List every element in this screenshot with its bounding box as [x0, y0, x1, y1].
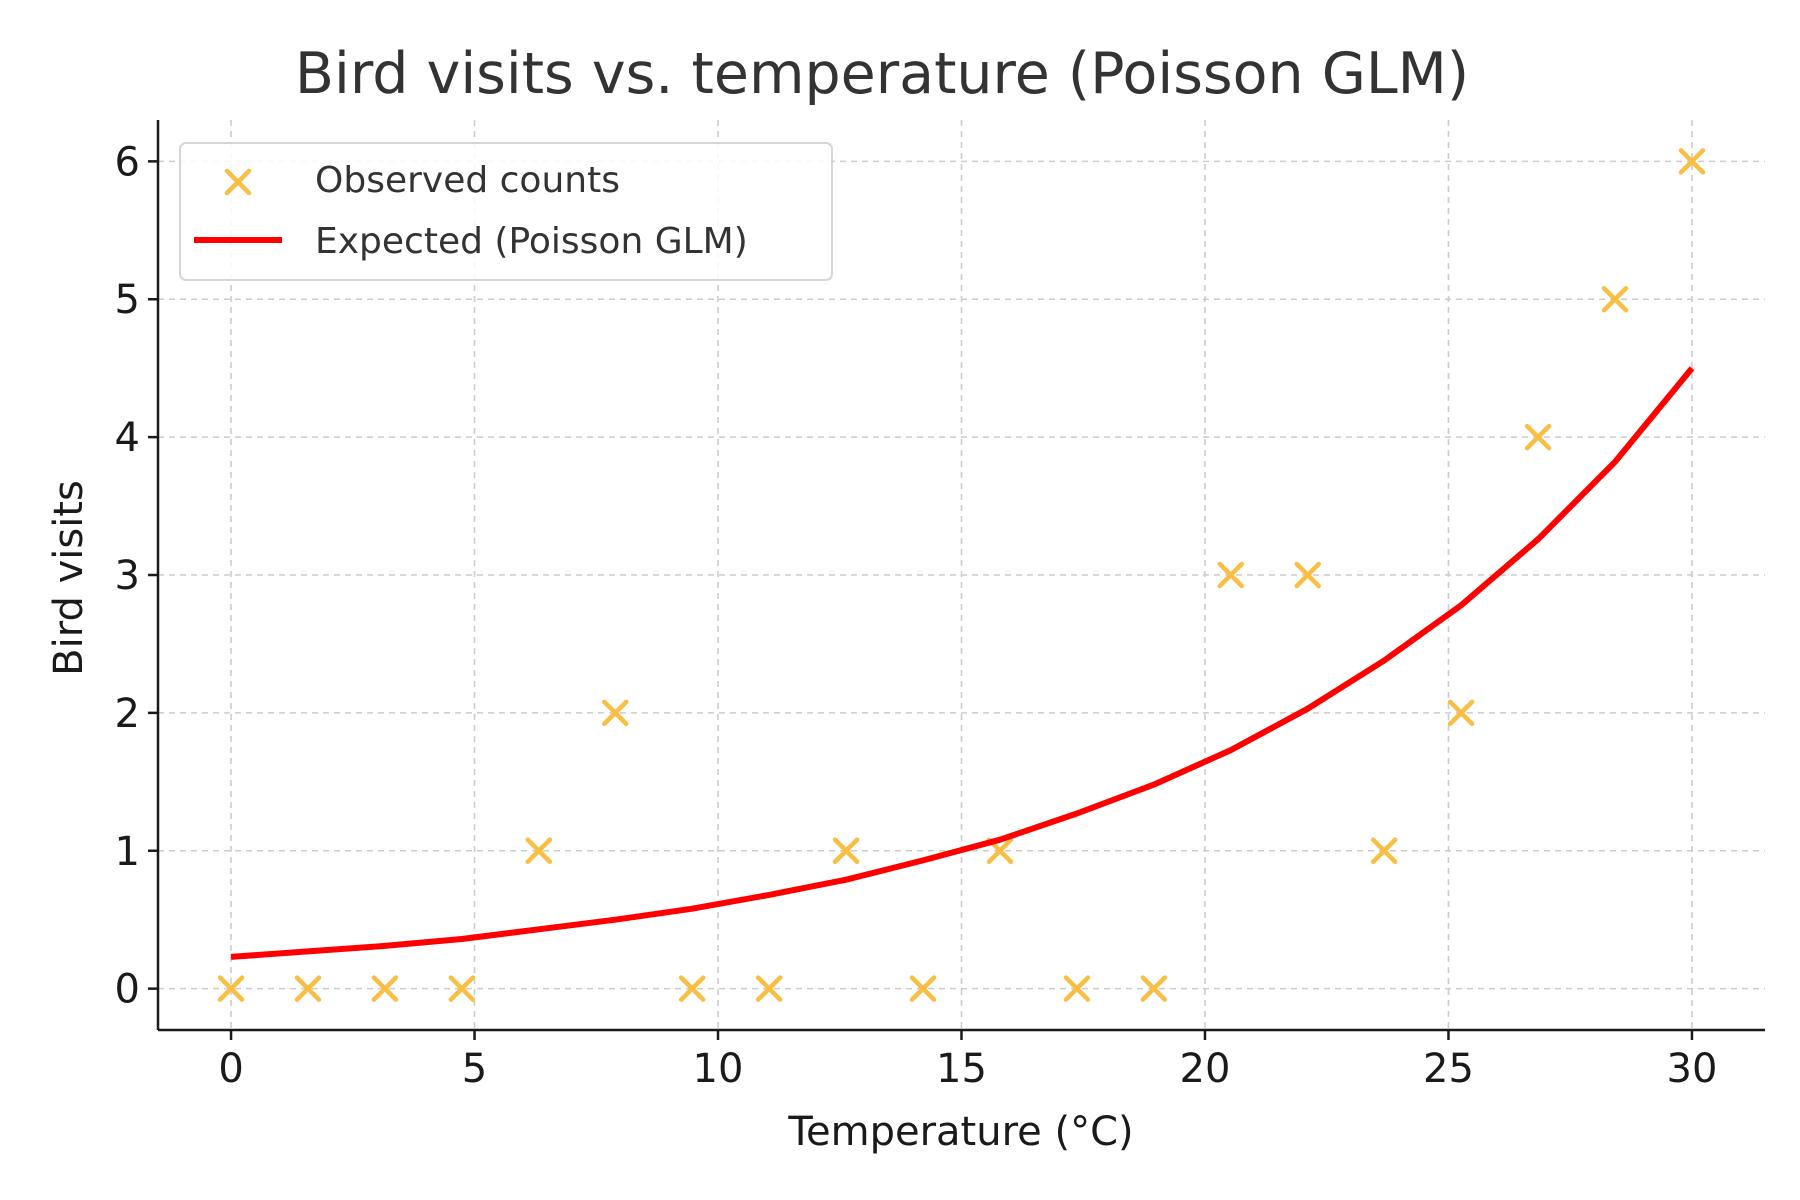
- observed-point: [217, 975, 245, 1002]
- legend-marker-x-icon: [224, 168, 252, 196]
- legend-label-expected: Expected (Poisson GLM): [315, 221, 748, 262]
- observed-point: [1370, 837, 1398, 865]
- legend-box: [179, 142, 833, 281]
- plot-area: [217, 148, 1706, 1002]
- observed-point: [1601, 285, 1629, 313]
- observed-point: [1063, 975, 1091, 1002]
- observed-point: [371, 975, 399, 1002]
- y-tick-label: 3: [115, 553, 140, 599]
- y-tick-label: 4: [115, 415, 140, 461]
- x-tick-label: 30: [1667, 1046, 1718, 1092]
- x-tick-label: 25: [1423, 1046, 1474, 1092]
- y-tick-label: 6: [115, 139, 140, 185]
- chart-title: Bird visits vs. temperature (Poisson GLM…: [295, 41, 1469, 107]
- y-tick-label: 1: [115, 829, 140, 875]
- legend: Observed counts Expected (Poisson GLM): [179, 142, 833, 281]
- x-tick-label: 5: [462, 1046, 487, 1092]
- x-tick-label: 10: [693, 1046, 744, 1092]
- y-tick-label: 0: [115, 967, 140, 1013]
- observed-point: [448, 975, 476, 1002]
- observed-point: [1294, 561, 1321, 589]
- y-tick-label: 2: [115, 691, 140, 737]
- observed-point: [678, 975, 706, 1002]
- expected-line: [230, 366, 1695, 960]
- observed-point: [602, 699, 629, 727]
- legend-label-observed: Observed counts: [315, 160, 620, 201]
- observed-point: [294, 975, 322, 1002]
- observed-point: [1217, 561, 1245, 589]
- x-tick-label: 0: [218, 1046, 243, 1092]
- ticks: 0 5 10 15 20 25 30 0 1 2 3 4 5 6: [115, 139, 1718, 1092]
- observed-point: [1524, 423, 1552, 451]
- observed-point: [755, 975, 783, 1002]
- grid: [158, 120, 1765, 1030]
- observed-point: [1447, 699, 1475, 727]
- observed-point: [909, 975, 937, 1002]
- observed-point: [1140, 975, 1168, 1002]
- x-tick-label: 20: [1180, 1046, 1231, 1092]
- x-tick-label: 15: [936, 1046, 987, 1092]
- y-axis-label: Bird visits: [46, 480, 92, 676]
- observed-point: [1678, 148, 1706, 175]
- observed-point: [832, 837, 860, 865]
- x-axis-label: Temperature (°C): [787, 1109, 1133, 1155]
- y-tick-label: 5: [115, 277, 140, 323]
- observed-point: [525, 837, 553, 865]
